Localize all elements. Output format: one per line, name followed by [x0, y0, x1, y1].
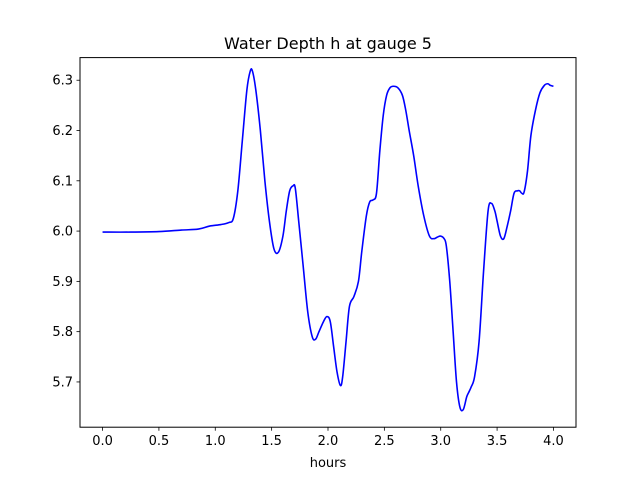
x-tick-label: 3.0	[430, 434, 451, 449]
y-tick-label: 6.0	[52, 225, 73, 240]
y-tick-label: 6.3	[52, 74, 73, 89]
plot-area	[102, 67, 554, 412]
y-tick-label: 5.9	[52, 275, 73, 290]
y-tick-label: 5.7	[52, 375, 73, 390]
x-tick-label: 1.0	[205, 434, 226, 449]
x-axis-ticks: 0.0 0.5 1.0 1.5 2.0 2.5 3.0 3.5 4.0	[92, 427, 564, 449]
x-tick-label: 3.5	[487, 434, 508, 449]
water-depth-series-line	[102, 67, 554, 412]
x-tick-label: 0.0	[92, 434, 113, 449]
x-tick-label: 1.5	[261, 434, 282, 449]
x-tick-label: 4.0	[543, 434, 564, 449]
x-tick-label: 2.5	[374, 434, 395, 449]
y-tick-label: 6.2	[52, 124, 73, 139]
chart-title: Water Depth h at gauge 5	[224, 34, 432, 53]
x-tick-label: 2.0	[318, 434, 339, 449]
y-axis-ticks: 5.7 5.8 5.9 6.0 6.1 6.2 6.3	[52, 74, 80, 390]
y-tick-label: 5.8	[52, 325, 73, 340]
x-tick-label: 0.5	[149, 434, 170, 449]
axes-frame	[79, 57, 577, 428]
x-axis-label: hours	[310, 456, 347, 471]
y-tick-label: 6.1	[52, 174, 73, 189]
